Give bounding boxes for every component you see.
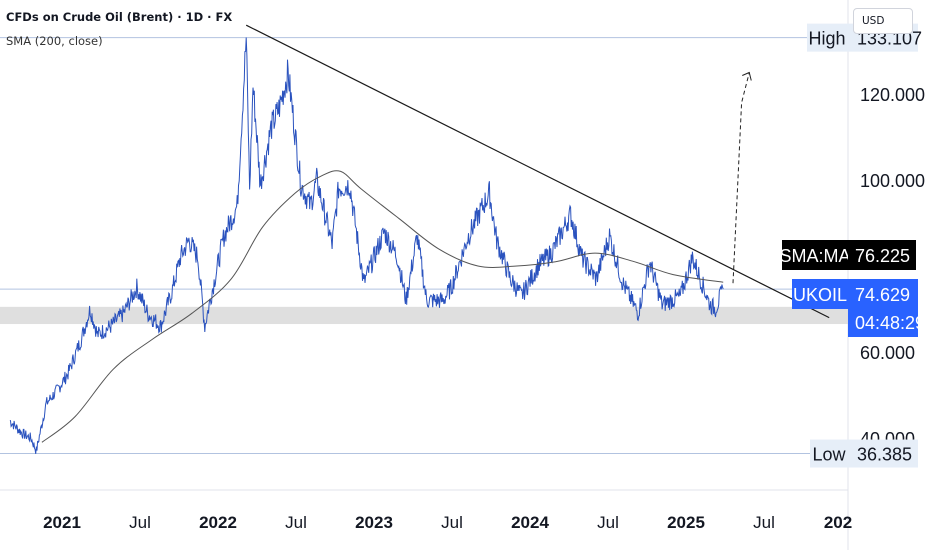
x-tick-label-3: Jul bbox=[285, 513, 307, 532]
x-tick-label-0: 2021 bbox=[43, 513, 81, 532]
chart-title: CFDs on Crude Oil (Brent) · 1D · FX bbox=[6, 10, 233, 24]
low-label-text: Low bbox=[812, 445, 846, 465]
low-value-text: 36.385 bbox=[857, 445, 912, 465]
x-tick-label-1: Jul bbox=[129, 513, 151, 532]
low-value-box bbox=[848, 439, 918, 468]
x-tick-label-4: 2023 bbox=[355, 513, 393, 532]
symbol-label-box bbox=[792, 279, 848, 309]
y-tick-label-1: 100.000 bbox=[860, 171, 925, 191]
sma-line bbox=[41, 170, 724, 443]
x-tick-label-8: 2025 bbox=[667, 513, 705, 532]
high-label-box bbox=[807, 23, 848, 52]
symbol-label-text: UKOIL bbox=[793, 285, 847, 305]
symbol-value-box bbox=[848, 279, 918, 337]
x-tick-label-6: 2024 bbox=[511, 513, 549, 532]
low-label-box bbox=[810, 439, 848, 468]
sma-label-text: SMA:MA bbox=[779, 246, 850, 266]
x-tick-label-7: Jul bbox=[597, 513, 619, 532]
trendline bbox=[245, 24, 830, 319]
currency-button[interactable]: USD bbox=[853, 8, 913, 34]
ukoil-price-line bbox=[9, 37, 724, 454]
sma-value-text: 76.225 bbox=[855, 246, 910, 266]
bar-countdown-text: 04:48:29 bbox=[855, 313, 925, 333]
x-tick-label-2: 2022 bbox=[199, 513, 237, 532]
forecast-arrowhead bbox=[742, 71, 752, 81]
high-label-text: High bbox=[808, 29, 845, 49]
x-tick-label-9: Jul bbox=[753, 513, 775, 532]
forecast-dashed-line bbox=[732, 72, 750, 284]
y-tick-label-2: 60.000 bbox=[860, 343, 915, 363]
indicator-label[interactable]: SMA (200, close) bbox=[6, 34, 103, 48]
sma-label-box bbox=[782, 240, 848, 270]
sma-value-box bbox=[848, 240, 916, 270]
y-tick-label-0: 120.000 bbox=[860, 85, 925, 105]
x-tick-label-10: 202 bbox=[824, 513, 852, 532]
x-tick-label-5: Jul bbox=[441, 513, 463, 532]
symbol-value-text: 74.629 bbox=[855, 285, 910, 305]
plot-area bbox=[9, 37, 724, 454]
support-zone bbox=[0, 306, 848, 325]
